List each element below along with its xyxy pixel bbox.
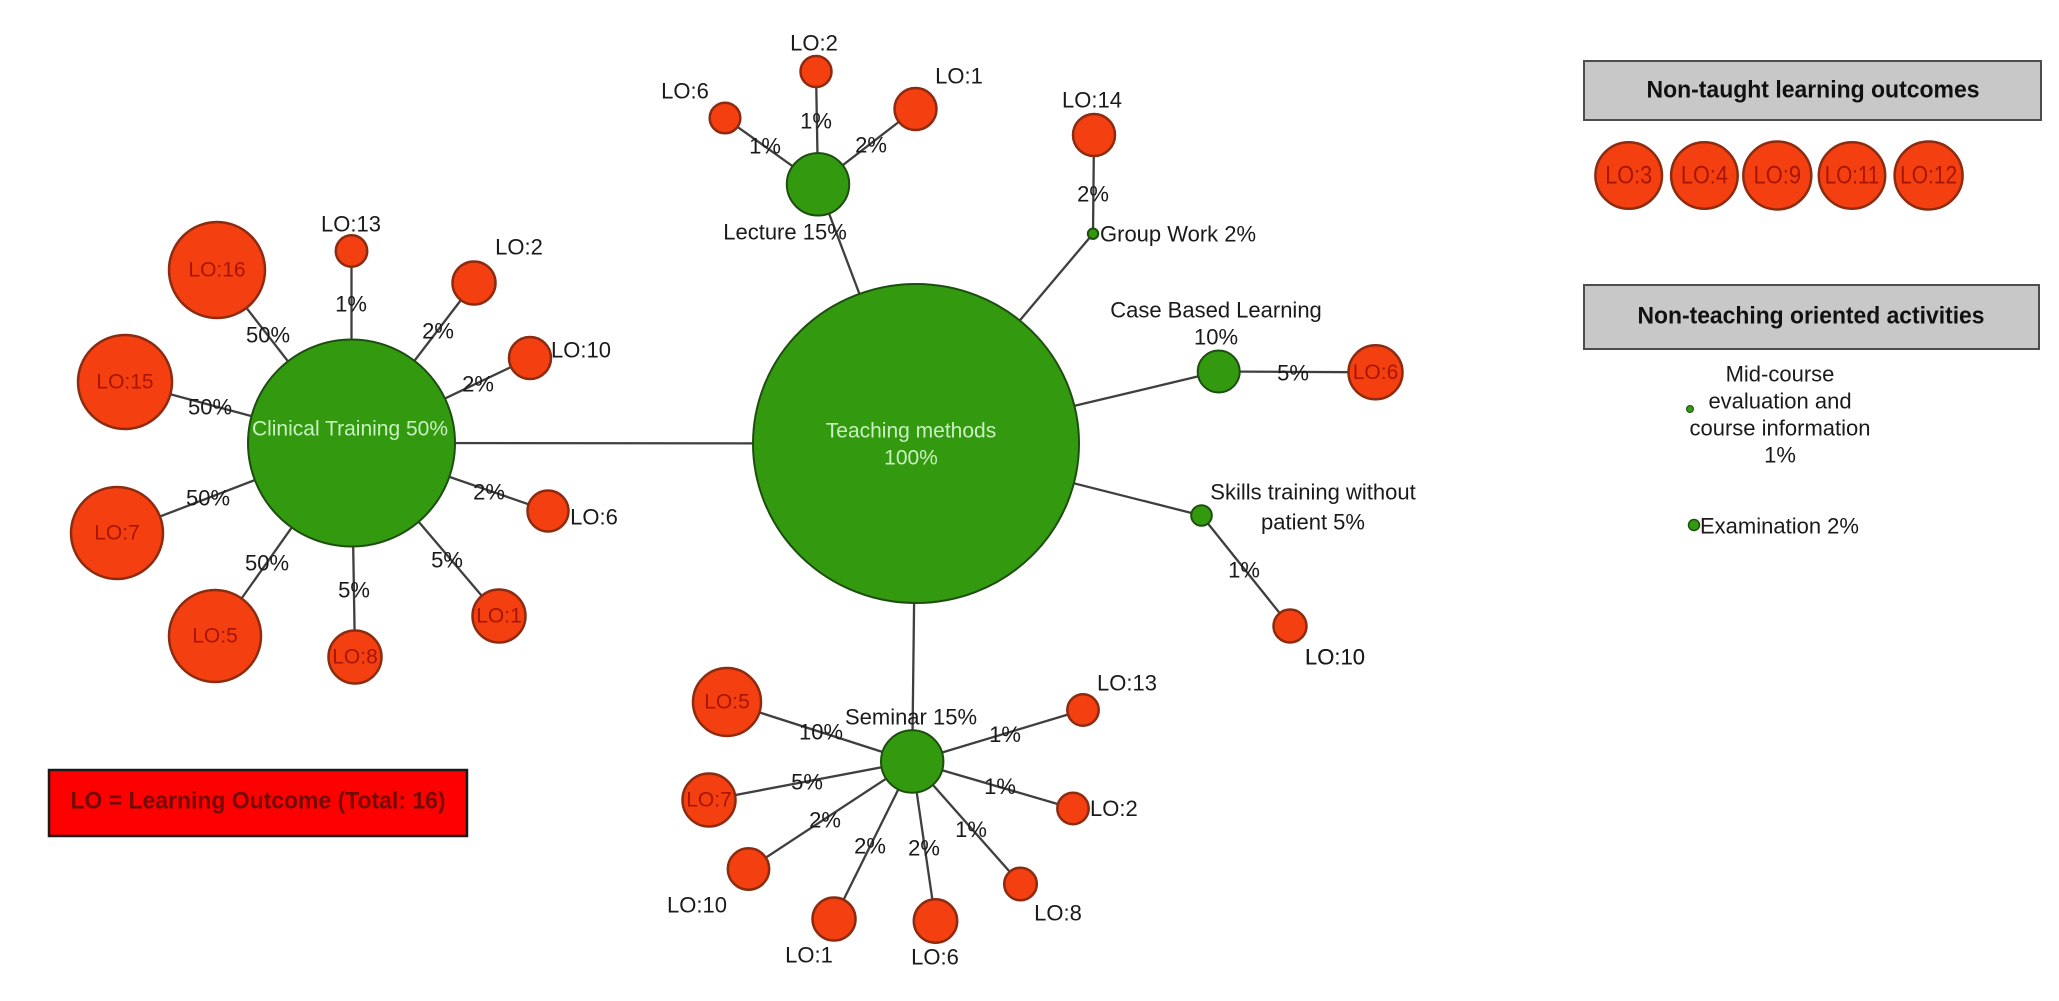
svg-text:LO:2: LO:2 [1090, 796, 1138, 821]
svg-text:LO:10: LO:10 [1305, 645, 1365, 670]
svg-text:1%: 1% [955, 817, 987, 842]
svg-text:1%: 1% [1764, 443, 1796, 468]
svg-text:1%: 1% [984, 774, 1016, 799]
svg-text:2%: 2% [422, 319, 454, 344]
svg-text:LO:11: LO:11 [1825, 162, 1880, 190]
svg-text:Seminar 15%: Seminar 15% [845, 705, 977, 730]
svg-text:10%: 10% [799, 720, 843, 745]
svg-text:2%: 2% [462, 372, 494, 397]
svg-text:Teaching methods: Teaching methods [826, 420, 996, 443]
svg-text:50%: 50% [246, 323, 290, 348]
svg-text:LO:6: LO:6 [1353, 361, 1399, 384]
svg-text:1%: 1% [1228, 558, 1260, 583]
svg-text:1%: 1% [749, 134, 781, 159]
svg-text:LO = Learning Outcome (Total:: LO = Learning Outcome (Total: 16) [71, 788, 446, 815]
svg-text:LO:7: LO:7 [94, 522, 140, 545]
svg-text:course information: course information [1690, 416, 1871, 441]
svg-text:LO:4: LO:4 [1681, 162, 1728, 190]
svg-text:100%: 100% [884, 447, 938, 470]
svg-text:Non-teaching oriented activiti: Non-teaching oriented activities [1638, 303, 1985, 330]
svg-text:LO:5: LO:5 [192, 625, 238, 648]
svg-text:2%: 2% [473, 480, 505, 505]
svg-text:Lecture 15%: Lecture 15% [723, 220, 847, 245]
svg-text:LO:13: LO:13 [1097, 671, 1157, 696]
svg-text:LO:8: LO:8 [1034, 901, 1082, 926]
svg-text:1%: 1% [989, 722, 1021, 747]
svg-text:patient 5%: patient 5% [1261, 510, 1365, 535]
svg-text:LO:1: LO:1 [935, 64, 983, 89]
svg-text:Mid-course: Mid-course [1726, 362, 1835, 387]
svg-text:Group Work 2%: Group Work 2% [1100, 222, 1256, 247]
svg-text:LO:13: LO:13 [321, 212, 381, 237]
svg-text:LO:12: LO:12 [1900, 162, 1957, 190]
svg-text:LO:14: LO:14 [1062, 88, 1122, 113]
svg-text:10%: 10% [1194, 325, 1238, 350]
svg-text:2%: 2% [809, 808, 841, 833]
svg-text:LO:10: LO:10 [551, 338, 611, 363]
svg-text:LO:16: LO:16 [188, 259, 245, 282]
svg-text:2%: 2% [854, 834, 886, 859]
svg-text:LO:9: LO:9 [1754, 162, 1802, 190]
svg-text:Case Based Learning: Case Based Learning [1110, 298, 1322, 323]
svg-text:5%: 5% [338, 578, 370, 603]
svg-text:LO:1: LO:1 [785, 943, 833, 968]
svg-text:Examination 2%: Examination 2% [1700, 514, 1859, 539]
svg-text:Non-taught learning outcomes: Non-taught learning outcomes [1647, 77, 1980, 104]
svg-text:2%: 2% [855, 133, 887, 158]
svg-text:LO:3: LO:3 [1605, 162, 1652, 190]
svg-text:50%: 50% [245, 551, 289, 576]
svg-text:50%: 50% [186, 486, 230, 511]
svg-text:5%: 5% [1277, 361, 1309, 386]
svg-text:evaluation and: evaluation and [1708, 389, 1851, 414]
svg-text:LO:5: LO:5 [704, 691, 750, 714]
svg-text:Clinical Training 50%: Clinical Training 50% [252, 418, 448, 441]
svg-text:LO:7: LO:7 [686, 789, 732, 812]
svg-text:LO:6: LO:6 [911, 945, 959, 970]
svg-text:LO:6: LO:6 [661, 79, 709, 104]
svg-text:LO:6: LO:6 [570, 505, 618, 530]
svg-text:LO:10: LO:10 [667, 893, 727, 918]
svg-text:LO:2: LO:2 [495, 235, 543, 260]
svg-text:5%: 5% [431, 548, 463, 573]
svg-text:LO:15: LO:15 [96, 371, 153, 394]
svg-text:LO:8: LO:8 [332, 646, 378, 669]
svg-text:LO:2: LO:2 [790, 31, 838, 56]
svg-text:LO:10: LO:10 [1305, 645, 1365, 670]
svg-text:5%: 5% [791, 770, 823, 795]
svg-text:50%: 50% [188, 395, 232, 420]
svg-text:2%: 2% [1077, 182, 1109, 207]
svg-text:1%: 1% [335, 292, 367, 317]
svg-text:1%: 1% [800, 109, 832, 134]
svg-text:Skills training without: Skills training without [1210, 480, 1415, 505]
svg-text:LO:1: LO:1 [476, 605, 522, 628]
svg-text:2%: 2% [908, 836, 940, 861]
